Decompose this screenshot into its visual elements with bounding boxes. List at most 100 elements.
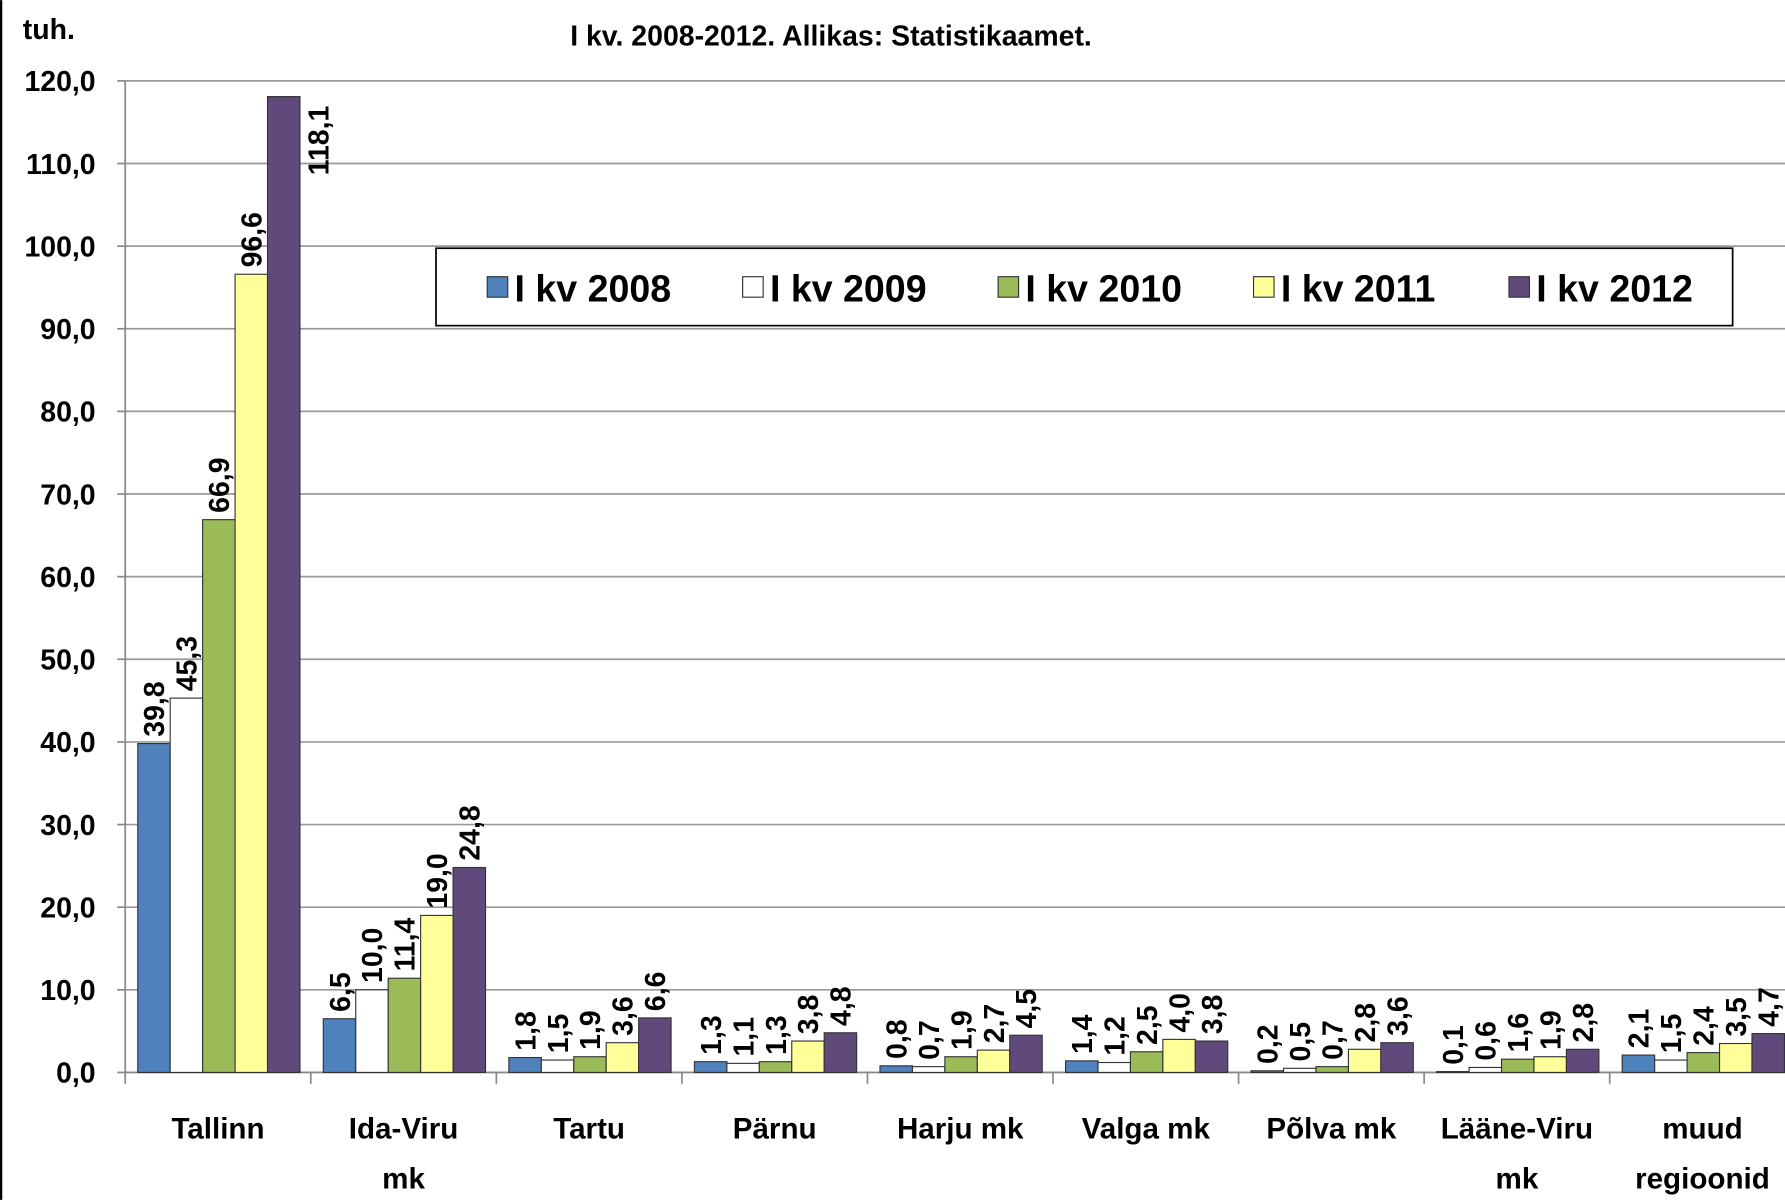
x-tick-label: regioonid (1635, 1163, 1770, 1196)
data-label: 11,4 (390, 917, 422, 971)
bar (1686, 1052, 1721, 1074)
data-label: 4,7 (1753, 987, 1785, 1027)
y-tick-label: 90,0 (40, 314, 95, 346)
bar (387, 977, 422, 1074)
bar (573, 1056, 607, 1074)
data-label: 0,1 (1438, 1025, 1470, 1065)
data-label: 1,3 (696, 1015, 728, 1055)
bar (540, 1059, 575, 1074)
y-tick-label: 30,0 (40, 810, 95, 842)
data-label: 0,8 (881, 1019, 913, 1059)
data-label: 1,5 (1656, 1013, 1688, 1053)
bar (355, 989, 389, 1074)
data-label: 0,7 (1317, 1020, 1349, 1060)
data-label: 0,7 (914, 1020, 946, 1060)
bar (944, 1056, 978, 1074)
data-label: 1,1 (728, 1017, 760, 1057)
legend-swatch (997, 276, 1020, 298)
bar (1194, 1040, 1229, 1074)
bar (169, 697, 204, 1074)
y-tick-label: 80,0 (40, 397, 95, 429)
data-label: 4,5 (1011, 989, 1043, 1029)
bar (879, 1065, 913, 1074)
data-label: 0,6 (1471, 1021, 1503, 1061)
y-tick-label: 40,0 (40, 727, 95, 759)
bar (1621, 1054, 1656, 1074)
x-tick-label: Pärnu (733, 1112, 817, 1145)
bar (452, 866, 487, 1074)
data-label: 1,3 (761, 1015, 793, 1055)
data-label: 3,5 (1721, 997, 1753, 1037)
legend-swatch (486, 276, 509, 298)
legend-label: I kv 2009 (770, 268, 927, 310)
data-label: 6,5 (325, 972, 357, 1012)
data-label: 2,8 (1350, 1003, 1382, 1043)
data-label: 0,2 (1253, 1024, 1285, 1064)
bar (508, 1056, 542, 1074)
bar (1436, 1071, 1470, 1074)
bar (791, 1040, 825, 1074)
y-tick-label: 100,0 (24, 231, 95, 263)
bar (976, 1049, 1011, 1074)
x-tick-label: Põlva mk (1266, 1112, 1396, 1145)
data-label: 2,7 (979, 1004, 1011, 1044)
x-tick-label: Harju mk (897, 1112, 1024, 1145)
bar (202, 519, 236, 1074)
legend-label: I kv 2008 (515, 268, 672, 310)
bar (1380, 1042, 1414, 1074)
x-tick-label: muud (1662, 1112, 1743, 1145)
data-label: 4,8 (826, 986, 858, 1026)
data-label: 118,1 (303, 106, 335, 176)
data-label: 2,4 (1689, 1006, 1721, 1046)
data-label: 45,3 (172, 636, 204, 691)
data-label: 39,8 (139, 681, 171, 736)
data-label: 0,5 (1285, 1022, 1317, 1062)
x-tick-label: mk (1496, 1163, 1539, 1196)
x-tick-label: Valga mk (1082, 1112, 1211, 1145)
bar (1654, 1059, 1688, 1074)
legend-label: I kv 2011 (1281, 268, 1436, 310)
data-label: 1,5 (543, 1013, 575, 1053)
y-tick-label: 120,0 (24, 66, 95, 98)
bar (1250, 1070, 1285, 1074)
data-label: 3,6 (608, 996, 640, 1036)
data-label: 6,6 (640, 972, 672, 1012)
y-tick-label: 20,0 (40, 892, 95, 924)
data-label: 2,8 (1568, 1003, 1600, 1043)
bar (1097, 1061, 1131, 1074)
x-tick-label: Lääne-Viru (1441, 1112, 1593, 1145)
legend-label: I kv 2012 (1536, 268, 1693, 310)
data-label: 10,0 (357, 928, 389, 983)
bar (1751, 1033, 1785, 1074)
data-label: 1,8 (510, 1011, 542, 1051)
data-label: 24,8 (455, 805, 487, 860)
bar (1468, 1066, 1503, 1074)
bar (1315, 1066, 1349, 1074)
data-label: 3,6 (1382, 996, 1414, 1036)
data-label: 19,0 (422, 853, 454, 908)
bar (234, 273, 269, 1074)
legend-label: I kv 2010 (1025, 268, 1182, 310)
data-label: 1,9 (1535, 1010, 1567, 1050)
data-label: 1,6 (1503, 1013, 1535, 1053)
bar (1565, 1048, 1600, 1074)
bar (1162, 1038, 1196, 1074)
data-label: 1,9 (575, 1010, 607, 1050)
bar (605, 1042, 640, 1074)
bar (1533, 1056, 1567, 1074)
y-tick-label: 10,0 (40, 975, 95, 1007)
data-label: 66,9 (204, 457, 236, 512)
data-label: 2,1 (1624, 1009, 1656, 1049)
chart-title: I kv. 2008-2012. Allikas: Statistikaamet… (570, 21, 1092, 53)
bar (911, 1066, 946, 1074)
bar (1129, 1051, 1164, 1074)
y-tick-label: 0,0 (56, 1058, 96, 1090)
legend-swatch (1252, 276, 1275, 298)
bar (1064, 1060, 1099, 1074)
y-tick-label: 110,0 (26, 149, 96, 181)
legend-swatch (742, 276, 764, 298)
bar (1500, 1058, 1535, 1074)
y-tick-label: 70,0 (40, 479, 95, 511)
data-label: 96,6 (237, 212, 269, 267)
x-tick-label: Ida-Viru (349, 1112, 459, 1145)
